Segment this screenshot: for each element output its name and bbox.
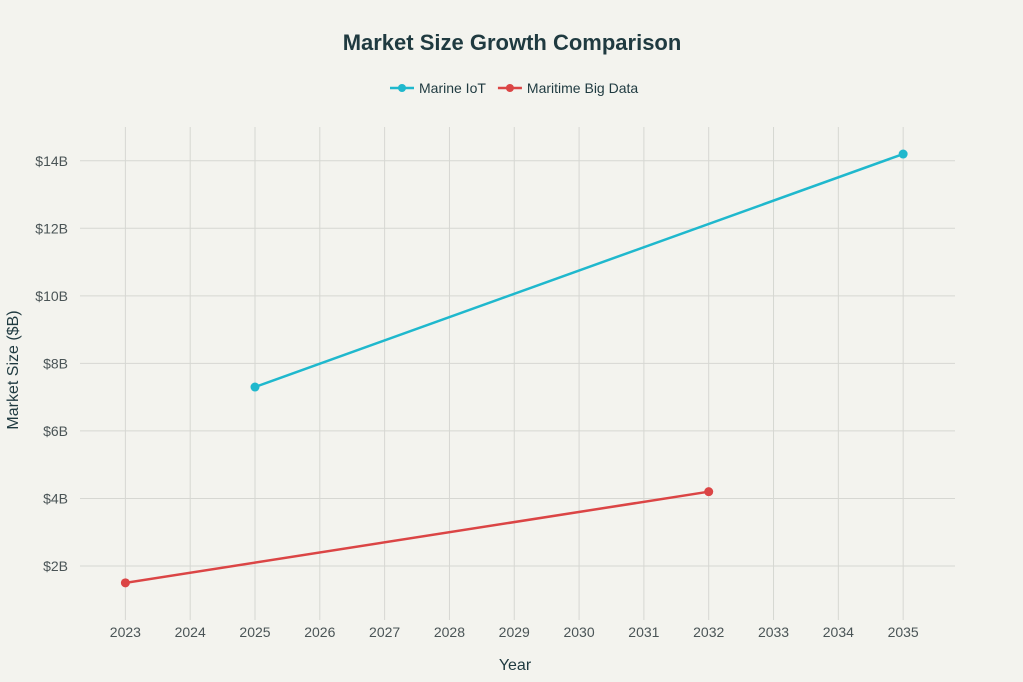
x-axis-ticks: 2023 2024 2025 2026 2027 2028 2029 2030 2031 2032… [110, 624, 919, 640]
y-tick-label: $2B [43, 558, 68, 574]
x-tick-label: 2030 [563, 624, 594, 640]
legend-marker [505, 84, 514, 92]
x-tick-label: 2031 [628, 624, 659, 640]
x-tick-label: 2028 [434, 624, 465, 640]
y-tick-label: $8B [43, 355, 68, 371]
y-axis-ticks: $2B $4B $6B $8B $10B $12B $14B [35, 153, 68, 574]
x-axis-label: Year [499, 657, 532, 674]
x-tick-label: 2025 [239, 624, 270, 640]
data-point [704, 487, 714, 497]
y-tick-label: $6B [43, 423, 68, 439]
legend-label: Marine IoT [419, 80, 486, 96]
x-tick-label: 2032 [693, 624, 724, 640]
y-tick-label: $10B [35, 288, 68, 304]
x-tick-label: 2027 [369, 624, 400, 640]
x-tick-label: 2026 [304, 624, 335, 640]
y-axis-label: Market Size ($B) [5, 310, 22, 429]
x-tick-label: 2023 [110, 624, 141, 640]
series-line [254, 152, 904, 389]
series-line [125, 490, 709, 585]
data-point [898, 149, 908, 159]
legend-label: Maritime Big Data [527, 80, 638, 96]
data-point [250, 382, 260, 392]
x-tick-label: 2035 [888, 624, 919, 640]
data-point [120, 578, 130, 588]
legend-marker [398, 84, 406, 92]
y-tick-label: $12B [35, 220, 68, 236]
x-tick-label: 2029 [499, 624, 530, 640]
grid [80, 127, 955, 620]
x-tick-label: 2033 [758, 624, 789, 640]
x-tick-label: 2024 [175, 624, 206, 640]
y-tick-label: $14B [35, 153, 68, 169]
legend: Marine IoT Maritime Big Data [390, 80, 638, 96]
series-group [120, 149, 908, 588]
chart-title: Market Size Growth Comparison [343, 30, 682, 55]
y-tick-label: $4B [43, 490, 68, 506]
x-tick-label: 2034 [823, 624, 854, 640]
